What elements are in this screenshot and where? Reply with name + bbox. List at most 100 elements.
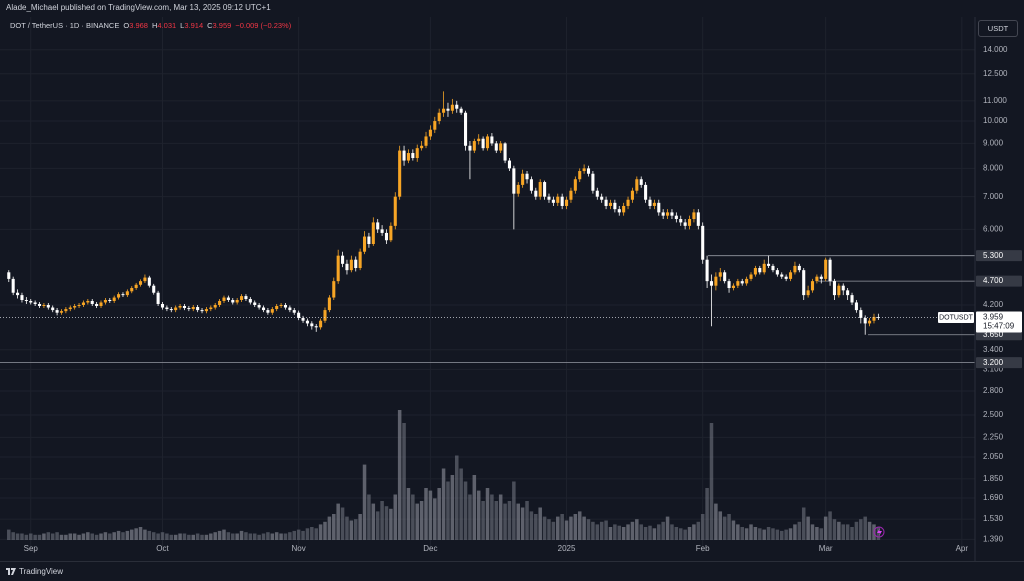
legend-value: 3.968 — [129, 21, 148, 30]
volume-bar — [823, 516, 828, 540]
candle-body — [310, 323, 314, 327]
candle-body — [73, 305, 77, 308]
candle-body — [117, 294, 121, 298]
volume-bar — [463, 481, 468, 540]
candle-body — [481, 138, 485, 149]
y-tick-label: 1.390 — [983, 535, 1004, 544]
volume-bar — [766, 527, 771, 540]
volume-bar — [169, 534, 174, 540]
volume-bar — [270, 533, 275, 540]
candle-body — [130, 288, 134, 292]
candle-body — [468, 145, 472, 151]
candle-body — [771, 265, 775, 271]
volume-bar — [806, 516, 810, 540]
y-tick-label: 11.000 — [983, 96, 1007, 105]
candle-body — [709, 281, 714, 286]
candle-body — [661, 212, 665, 216]
volume-bar — [257, 534, 261, 540]
candle-body — [477, 138, 481, 142]
volume-bar — [20, 533, 24, 540]
candle-body — [736, 281, 740, 286]
candle-body — [11, 278, 15, 293]
candle-body — [86, 300, 90, 303]
level-label: 3.650 — [983, 330, 1004, 339]
candle-body — [169, 309, 173, 311]
volume-bar — [459, 468, 463, 540]
candle-body — [301, 317, 305, 321]
volume-bar — [305, 528, 310, 540]
x-tick-label: Oct — [156, 544, 169, 553]
volume-bar — [389, 508, 393, 540]
candle-body — [485, 136, 490, 149]
volume-bar — [573, 514, 578, 540]
candle-body — [832, 281, 836, 296]
candle-body — [521, 173, 525, 185]
candle-body — [196, 307, 200, 311]
level-label-box — [976, 250, 1022, 262]
volume-bar — [33, 534, 37, 540]
candle-body — [384, 232, 389, 241]
y-tick-label: 14.000 — [983, 45, 1008, 54]
candle-body — [362, 236, 367, 252]
candle-body — [850, 295, 854, 303]
volume-bar — [547, 519, 551, 540]
volume-bar — [332, 514, 336, 540]
volume-bar — [204, 534, 209, 540]
volume-bar — [406, 488, 411, 540]
volume-bar — [758, 528, 762, 540]
candle-body — [156, 292, 160, 304]
candle-body — [257, 304, 261, 308]
volume-bar — [613, 524, 617, 540]
volume-bar — [191, 534, 195, 540]
volume-bar — [529, 511, 534, 540]
candle-body — [165, 307, 169, 310]
x-tick-label: 2025 — [558, 544, 576, 553]
volume-bar — [683, 529, 687, 540]
volume-bar — [433, 498, 437, 540]
volume-bar — [213, 532, 217, 540]
volume-bar — [854, 521, 859, 540]
volume-bar — [375, 511, 380, 540]
volume-bar — [648, 525, 652, 540]
legend-value: 4.031 — [157, 21, 177, 30]
y-tick-label: 6.000 — [983, 224, 1004, 233]
volume-bar — [740, 527, 744, 540]
y-tick-label: 3.100 — [983, 364, 1004, 373]
level-label: 3.200 — [983, 358, 1004, 367]
volume-bar — [292, 530, 297, 540]
candle-body — [806, 290, 810, 296]
candle-body — [534, 190, 538, 197]
volume-bar — [200, 534, 204, 540]
candle-body — [134, 284, 138, 289]
volume-bar — [46, 532, 51, 540]
volume-bar — [801, 507, 806, 540]
candle-body — [20, 295, 24, 300]
brand[interactable]: TradingView — [19, 567, 64, 576]
candle-body — [288, 307, 292, 311]
last-price-label: 3.959 — [983, 313, 1004, 322]
candle-body — [657, 202, 661, 213]
volume-bar — [736, 524, 740, 540]
x-tick-label: Apr — [956, 544, 969, 553]
volume-bar — [81, 533, 86, 540]
volume-bar — [468, 494, 472, 540]
candle-body — [705, 259, 709, 282]
logo[interactable] — [6, 568, 16, 575]
candle-body — [775, 270, 779, 275]
candle-body — [696, 212, 700, 226]
candle-body — [828, 259, 832, 282]
candle-body — [815, 276, 819, 282]
volume-bar — [165, 533, 169, 540]
legend-key: O — [123, 21, 130, 30]
volume-bar — [424, 488, 428, 540]
candle-body — [446, 108, 450, 111]
volume-bar — [450, 475, 455, 540]
candle-body — [503, 143, 507, 161]
volume-bar — [235, 533, 239, 540]
candle-body — [692, 212, 696, 220]
currency-button[interactable]: USDT — [978, 20, 1018, 37]
candle-body — [59, 311, 64, 313]
volume-bar — [182, 533, 187, 540]
volume-bar — [103, 532, 108, 540]
